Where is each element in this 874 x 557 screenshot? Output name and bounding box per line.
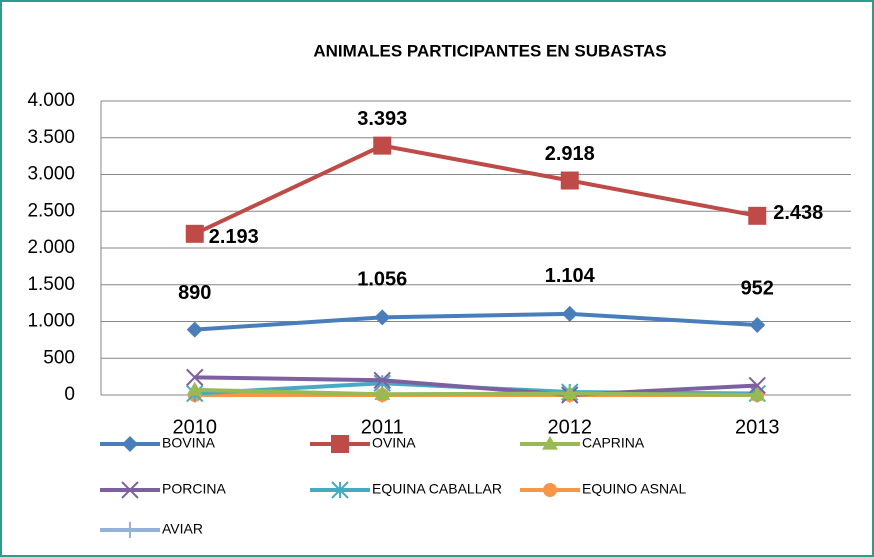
marker xyxy=(749,317,766,334)
y-tick-label: 3.000 xyxy=(27,164,75,185)
marker xyxy=(560,171,579,190)
y-tick-label: 3.500 xyxy=(27,127,75,148)
marker xyxy=(374,309,391,326)
marker xyxy=(542,436,558,450)
marker xyxy=(331,481,349,499)
marker-shape xyxy=(122,436,138,452)
marker-shape xyxy=(561,385,578,400)
series-line xyxy=(194,311,758,332)
marker-shape xyxy=(121,481,139,499)
marker xyxy=(561,385,578,400)
marker-shape xyxy=(373,371,391,390)
data-label: 3.393 xyxy=(357,108,407,130)
marker xyxy=(748,376,766,395)
marker-shape xyxy=(561,305,578,322)
marker-shape xyxy=(543,483,557,497)
marker-shape xyxy=(373,136,392,155)
legend-label: EQUINA CABALLAR xyxy=(372,481,502,497)
series-line xyxy=(194,375,758,397)
legend-label: OVINA xyxy=(372,435,416,451)
legend-label: AVIAR xyxy=(162,521,203,537)
marker-shape xyxy=(748,206,767,225)
x-tick-label: 2012 xyxy=(548,416,593,438)
marker xyxy=(331,435,349,453)
marker-shape xyxy=(331,481,349,499)
legend-label: BOVINA xyxy=(162,435,216,451)
data-label: 1.056 xyxy=(357,269,407,291)
marker xyxy=(185,224,204,243)
marker xyxy=(543,483,557,497)
marker xyxy=(748,206,767,225)
marker xyxy=(374,386,391,400)
marker-shape xyxy=(331,435,349,453)
marker xyxy=(186,381,203,396)
marker-shape xyxy=(374,386,391,400)
data-label: 2.193 xyxy=(209,226,259,248)
y-tick-label: 1.000 xyxy=(27,311,75,332)
y-tick-label: 2.500 xyxy=(27,200,75,221)
marker xyxy=(373,371,391,390)
y-tick-label: 4.000 xyxy=(27,90,75,111)
marker-shape xyxy=(560,171,579,190)
x-tick-label: 2010 xyxy=(173,416,218,438)
marker xyxy=(373,136,392,155)
marker-shape xyxy=(374,309,391,326)
marker-shape xyxy=(186,368,204,387)
y-tick-label: 500 xyxy=(43,347,75,368)
legend-label: PORCINA xyxy=(162,481,226,497)
marker-shape xyxy=(749,387,766,401)
x-tick-label: 2011 xyxy=(361,416,404,438)
x-tick-label: 2013 xyxy=(735,416,780,438)
marker-shape xyxy=(185,224,204,243)
marker xyxy=(122,522,138,538)
legend-label: CAPRINA xyxy=(582,435,645,451)
marker xyxy=(186,368,204,387)
y-tick-label: 2.000 xyxy=(27,237,75,258)
marker-shape xyxy=(749,317,766,334)
marker-shape xyxy=(186,381,203,396)
data-label: 2.438 xyxy=(773,202,823,224)
series-line xyxy=(194,387,758,397)
y-tick-label: 1.500 xyxy=(27,274,75,295)
chart-title: ANIMALES PARTICIPANTES EN SUBASTAS xyxy=(313,41,666,60)
data-label: 2.918 xyxy=(545,143,595,165)
marker xyxy=(122,436,138,452)
legend-label: EQUINO ASNAL xyxy=(582,481,686,497)
marker xyxy=(186,321,203,338)
marker xyxy=(561,305,578,322)
data-label: 952 xyxy=(741,277,774,299)
marker-shape xyxy=(186,321,203,338)
marker-shape xyxy=(122,522,138,538)
y-tick-label: 0 xyxy=(64,384,75,405)
marker-shape xyxy=(748,376,766,395)
data-label: 890 xyxy=(178,282,211,304)
data-label: 1.104 xyxy=(545,265,596,287)
marker-shape xyxy=(542,436,558,450)
marker xyxy=(121,481,139,499)
marker xyxy=(749,387,766,401)
series-line xyxy=(193,143,758,236)
